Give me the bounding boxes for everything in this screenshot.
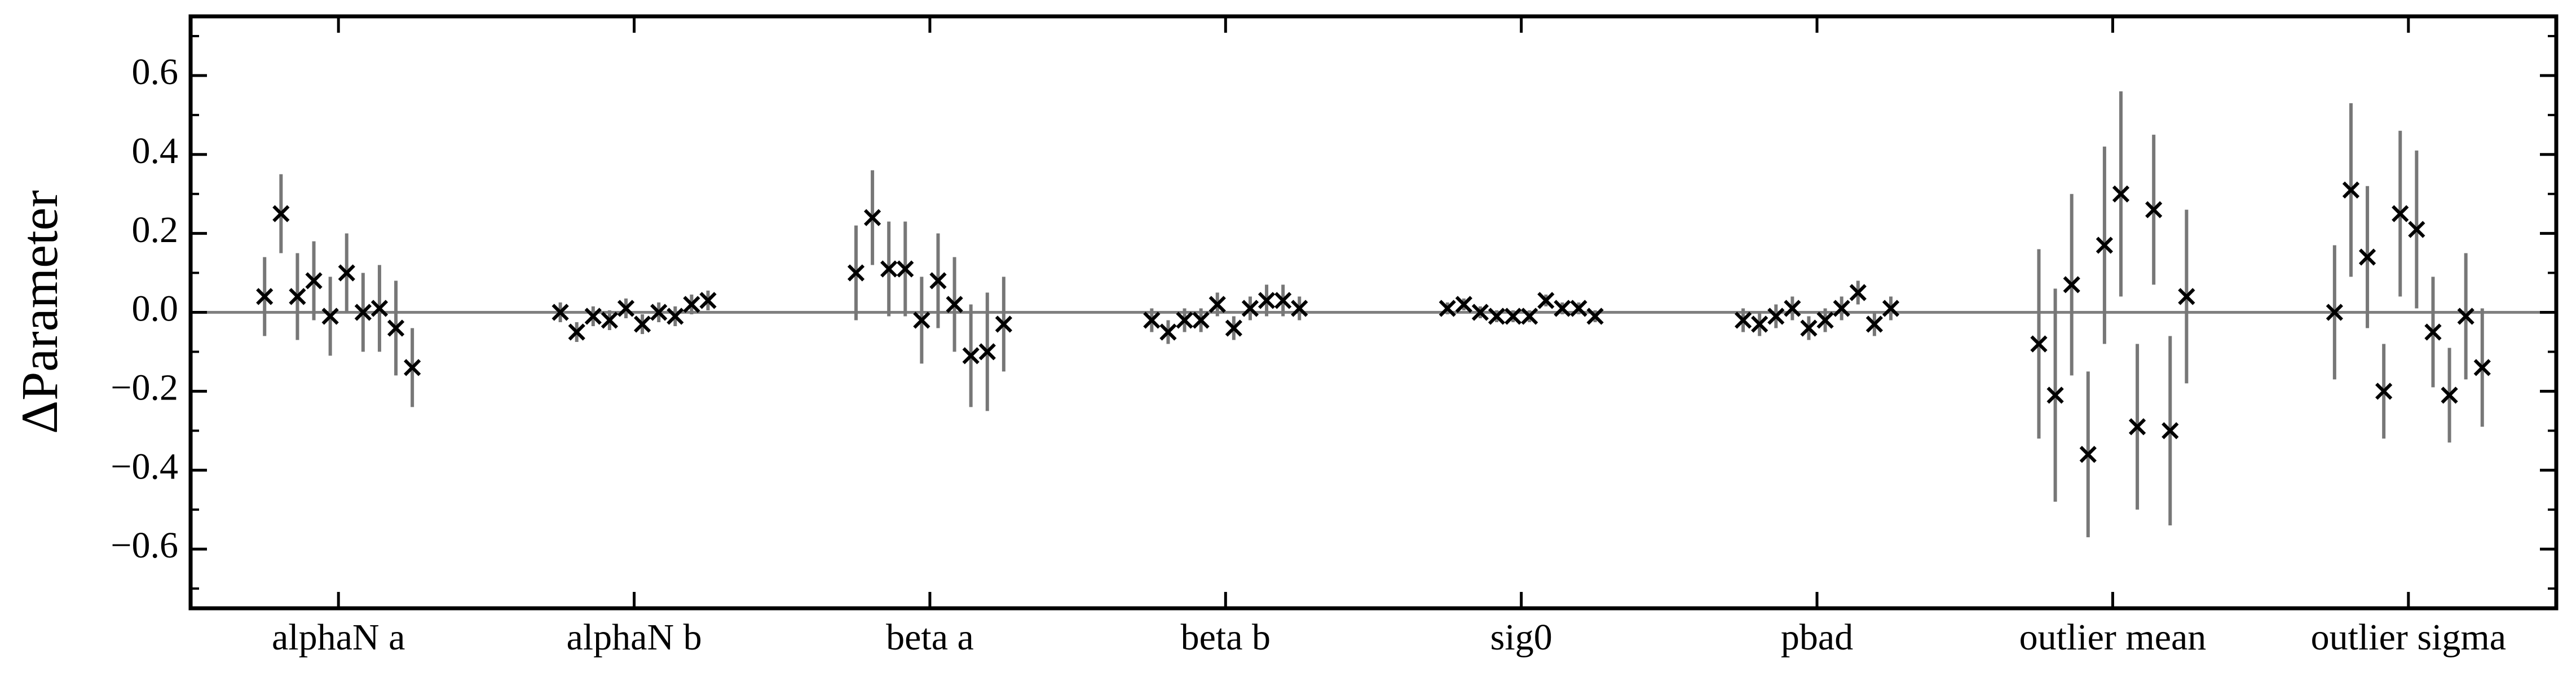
marker bbox=[978, 343, 996, 361]
marker bbox=[1554, 300, 1571, 317]
marker bbox=[633, 315, 651, 333]
marker bbox=[1488, 308, 1506, 325]
y-tick-label: −0.6 bbox=[111, 525, 178, 566]
x-tick-label: beta a bbox=[886, 617, 974, 658]
marker bbox=[1833, 300, 1850, 317]
marker bbox=[2441, 387, 2458, 404]
marker bbox=[2162, 422, 2179, 440]
y-axis-label: ΔParameter bbox=[11, 190, 68, 434]
marker bbox=[1208, 296, 1226, 313]
marker bbox=[2096, 236, 2114, 254]
marker bbox=[683, 296, 700, 313]
marker bbox=[650, 304, 668, 321]
marker bbox=[370, 300, 389, 317]
y-tick-label: −0.2 bbox=[111, 367, 178, 409]
marker bbox=[404, 359, 421, 376]
marker bbox=[1241, 300, 1259, 317]
marker bbox=[897, 260, 914, 278]
marker bbox=[946, 296, 963, 313]
x-tick-label: outlier mean bbox=[2019, 617, 2207, 658]
marker bbox=[880, 260, 898, 278]
marker bbox=[1800, 319, 1818, 337]
y-tick-label: 0.6 bbox=[132, 51, 179, 93]
marker bbox=[1865, 315, 1884, 333]
y-tick-label: −0.4 bbox=[111, 446, 178, 487]
marker bbox=[387, 319, 405, 337]
y-tick-label: 0.2 bbox=[132, 209, 179, 251]
marker bbox=[1291, 300, 1308, 317]
marker bbox=[1734, 311, 1752, 329]
marker bbox=[1882, 300, 1900, 317]
marker bbox=[2424, 323, 2442, 341]
marker bbox=[2063, 276, 2080, 293]
marker bbox=[1225, 319, 1242, 337]
marker bbox=[1159, 323, 1177, 341]
marker bbox=[847, 264, 865, 282]
marker bbox=[568, 323, 585, 341]
marker bbox=[289, 288, 306, 305]
marker bbox=[1274, 292, 1292, 309]
marker bbox=[667, 308, 684, 325]
x-tick-label: sig0 bbox=[1490, 617, 1552, 658]
marker bbox=[1849, 284, 1867, 301]
marker bbox=[2145, 201, 2163, 218]
x-tick-label: alphaN a bbox=[272, 617, 405, 658]
marker bbox=[2128, 418, 2146, 436]
marker bbox=[863, 209, 881, 226]
marker bbox=[1176, 311, 1193, 329]
marker bbox=[995, 315, 1013, 333]
marker bbox=[1258, 292, 1276, 309]
marker bbox=[2342, 181, 2360, 199]
marker bbox=[699, 292, 717, 309]
marker bbox=[1751, 315, 1768, 333]
marker bbox=[1521, 308, 1538, 325]
marker bbox=[1586, 308, 1604, 325]
marker bbox=[305, 272, 323, 289]
marker bbox=[2079, 446, 2097, 463]
marker bbox=[2112, 185, 2130, 203]
marker bbox=[2392, 205, 2409, 222]
marker bbox=[354, 304, 372, 321]
x-tick-label: beta b bbox=[1181, 617, 1271, 658]
marker bbox=[2358, 248, 2376, 266]
marker bbox=[929, 272, 947, 289]
marker bbox=[1455, 296, 1472, 313]
marker bbox=[1570, 300, 1587, 317]
x-tick-label: outlier sigma bbox=[2311, 617, 2506, 658]
marker bbox=[2408, 221, 2425, 238]
marker bbox=[2326, 304, 2343, 321]
marker bbox=[321, 308, 339, 325]
marker bbox=[584, 308, 602, 325]
marker bbox=[1537, 292, 1555, 309]
marker bbox=[1192, 311, 1210, 329]
marker bbox=[2030, 335, 2048, 353]
marker bbox=[1816, 311, 1834, 329]
marker bbox=[1439, 300, 1456, 317]
marker bbox=[272, 205, 290, 222]
marker bbox=[1505, 308, 1522, 325]
marker bbox=[2375, 383, 2393, 400]
marker bbox=[2473, 359, 2491, 376]
marker bbox=[601, 311, 619, 329]
marker bbox=[1767, 308, 1785, 325]
marker bbox=[913, 311, 930, 329]
plot-frame bbox=[188, 14, 2559, 611]
marker bbox=[962, 347, 980, 365]
marker bbox=[1143, 311, 1161, 329]
y-tick-label: 0.4 bbox=[132, 130, 179, 172]
y-tick-label: 0.0 bbox=[132, 288, 179, 330]
marker bbox=[617, 300, 635, 317]
marker bbox=[1471, 304, 1489, 321]
marker bbox=[2178, 288, 2195, 305]
marker bbox=[256, 288, 274, 305]
marker bbox=[2457, 308, 2474, 325]
marker bbox=[552, 304, 569, 321]
x-tick-label: pbad bbox=[1781, 617, 1853, 658]
x-tick-label: alphaN b bbox=[567, 617, 702, 658]
marker bbox=[1784, 300, 1801, 317]
marker bbox=[2046, 387, 2064, 404]
marker bbox=[338, 264, 355, 282]
